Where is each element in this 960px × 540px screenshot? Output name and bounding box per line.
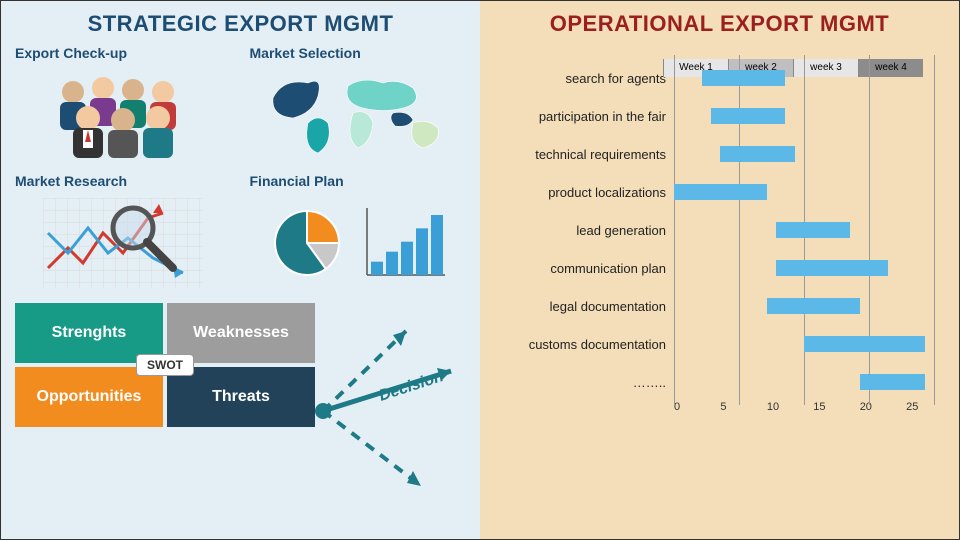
gantt-row: search for agents <box>494 59 945 97</box>
gantt-row-label: …….. <box>494 375 674 390</box>
gantt-xtick: 10 <box>767 401 813 413</box>
gantt-xtick: 20 <box>860 401 906 413</box>
gantt-bar <box>860 374 925 390</box>
gantt-row: product localizations <box>494 173 945 211</box>
gantt-bar <box>674 184 767 200</box>
swot-opportunities: Opportunities <box>15 367 163 427</box>
gantt-xtick: 0 <box>674 401 720 413</box>
gantt-row: participation in the fair <box>494 97 945 135</box>
card-export-checkup: Export Check-up <box>15 45 232 165</box>
gantt-row-chart <box>674 59 934 97</box>
people-icon <box>15 65 232 165</box>
gantt-bar <box>711 108 785 124</box>
operational-title: OPERATIONAL EXPORT MGMT <box>494 11 945 37</box>
svg-text:Decision: Decision <box>377 368 446 405</box>
gantt-row: lead generation <box>494 211 945 249</box>
gantt-row-label: technical requirements <box>494 147 674 162</box>
gantt-row-label: customs documentation <box>494 337 674 352</box>
financial-charts-icon <box>250 193 467 293</box>
gantt-row-label: legal documentation <box>494 299 674 314</box>
gantt-row-chart <box>674 249 934 287</box>
gantt-row-label: search for agents <box>494 71 674 86</box>
gantt-row-chart <box>674 287 934 325</box>
card-financial-plan: Financial Plan <box>250 173 467 293</box>
card-title: Market Research <box>15 173 232 189</box>
gantt-xtick: 25 <box>906 401 934 413</box>
gantt-row-chart <box>674 211 934 249</box>
gantt-xtick: 5 <box>720 401 766 413</box>
strategic-panel: STRATEGIC EXPORT MGMT Export Check-up <box>1 1 480 539</box>
gantt-row-chart <box>674 325 934 363</box>
world-map-icon <box>250 65 467 165</box>
gantt-row: legal documentation <box>494 287 945 325</box>
gantt-bar <box>767 298 860 314</box>
swot-badge: SWOT <box>136 354 194 376</box>
slide-frame: STRATEGIC EXPORT MGMT Export Check-up <box>0 0 960 540</box>
research-chart-icon <box>15 193 232 293</box>
swot-matrix: StrenghtsWeaknessesOpportunitiesThreats … <box>15 303 315 427</box>
gantt-bar <box>776 222 850 238</box>
gantt-xtick: 15 <box>813 401 859 413</box>
card-title: Export Check-up <box>15 45 232 61</box>
strategic-title: STRATEGIC EXPORT MGMT <box>15 11 466 37</box>
gantt-body: search for agents participation in the fa… <box>494 59 945 401</box>
gantt-row-chart <box>674 363 934 401</box>
decision-arrows: Decision <box>311 291 481 511</box>
gantt-row-label: product localizations <box>494 185 674 200</box>
operational-panel: OPERATIONAL EXPORT MGMT Week 1week 2week… <box>480 1 959 539</box>
card-market-selection: Market Selection <box>250 45 467 165</box>
gantt-bar <box>720 146 794 162</box>
gantt-row-label: communication plan <box>494 261 674 276</box>
gantt-row-chart <box>674 173 934 211</box>
gantt-row-chart <box>674 135 934 173</box>
swot-threats: Threats <box>167 367 315 427</box>
card-title: Financial Plan <box>250 173 467 189</box>
gantt-bar <box>776 260 887 276</box>
gantt-row: …….. <box>494 363 945 401</box>
gantt-row: technical requirements <box>494 135 945 173</box>
gantt-bar <box>804 336 925 352</box>
gantt-row: customs documentation <box>494 325 945 363</box>
gantt-chart: Week 1week 2week 3week 4 search for agen… <box>494 59 945 413</box>
gantt-bar <box>702 70 786 86</box>
card-title: Market Selection <box>250 45 467 61</box>
gantt-row: communication plan <box>494 249 945 287</box>
gantt-row-label: participation in the fair <box>494 109 674 124</box>
gantt-row-label: lead generation <box>494 223 674 238</box>
gantt-row-chart <box>674 97 934 135</box>
strategic-cards: Export Check-up <box>15 45 466 293</box>
card-market-research: Market Research <box>15 173 232 293</box>
